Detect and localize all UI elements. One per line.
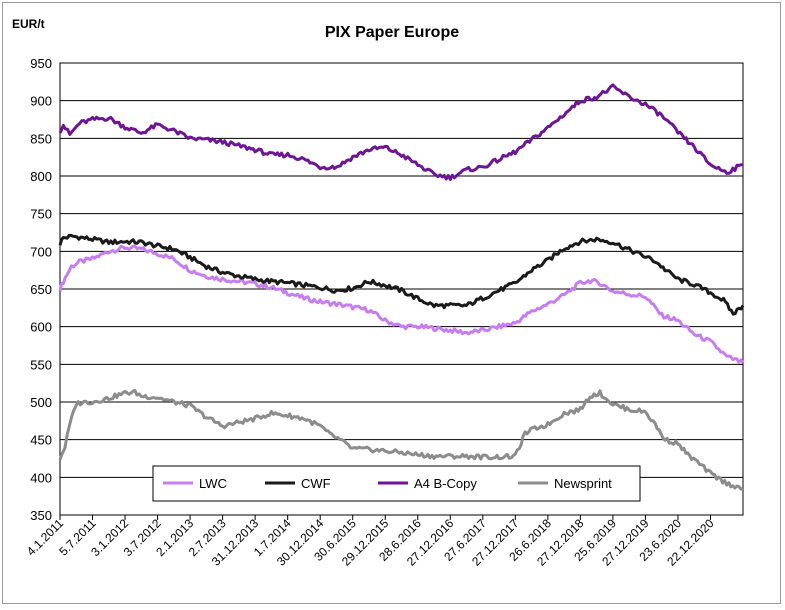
y-tick-label: 900 (30, 94, 52, 109)
series-line-newsprint (58, 388, 744, 491)
y-tick-label: 500 (30, 395, 52, 410)
y-tick-label: 700 (30, 244, 52, 259)
legend-label: LWC (199, 476, 227, 491)
y-tick-label: 400 (30, 470, 52, 485)
chart-title: PIX Paper Europe (325, 24, 459, 41)
y-tick-label: 550 (30, 357, 52, 372)
legend-label: Newsprint (554, 476, 612, 491)
y-tick-label: 450 (30, 433, 52, 448)
legend-label: A4 B-Copy (414, 476, 477, 491)
y-tick-label: 350 (30, 508, 52, 523)
legend-label: CWF (301, 476, 331, 491)
series-line-cwf (58, 233, 745, 316)
y-tick-label: 950 (30, 56, 52, 71)
y-tick-label: 650 (30, 282, 52, 297)
y-tick-label: 750 (30, 207, 52, 222)
series-line-a4-b-copy (58, 83, 744, 181)
y-tick-label: 600 (30, 320, 52, 335)
y-axis-label: EUR/t (12, 17, 45, 31)
y-tick-label: 800 (30, 169, 52, 184)
y-tick-label: 850 (30, 131, 52, 146)
series-line-lwc (58, 244, 745, 364)
